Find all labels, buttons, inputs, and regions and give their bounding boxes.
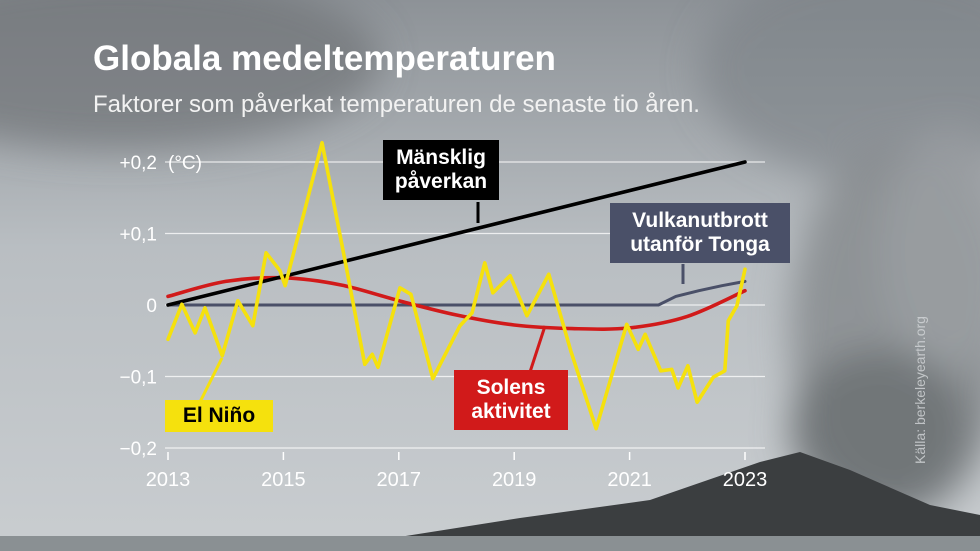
pointer	[198, 357, 224, 403]
x-tick-label: 2015	[261, 469, 306, 491]
volcano-island	[380, 452, 980, 551]
pointer	[528, 325, 547, 373]
x-tick-label: 2019	[492, 469, 537, 491]
series-line	[166, 140, 747, 431]
series-label: Mänsklig påverkan	[383, 140, 499, 200]
x-tick-label: 2017	[377, 469, 422, 491]
y-tick-label: +0,2	[119, 153, 157, 174]
series-label: Solens aktivitet	[454, 370, 568, 430]
x-tick-label: 2013	[146, 469, 191, 491]
source: Källa: berkeleyearth.org	[912, 316, 928, 464]
y-tick-label: +0,1	[119, 225, 157, 246]
series-line	[166, 160, 747, 307]
smoke	[0, 0, 980, 520]
sea	[0, 536, 980, 551]
series-label: Vulkanutbrott utanför Tonga	[610, 203, 790, 263]
chart-title: Globala medeltemperaturen	[93, 39, 556, 78]
x-tick-label: 2023	[723, 469, 768, 491]
series-line	[166, 279, 747, 307]
y-unit: (°C)	[168, 153, 202, 174]
series-label: El Niño	[165, 400, 273, 432]
grid: +0,2 +0,1 0 −0,1 −0,2 2013 2015 2017 2019 2021 202…	[119, 153, 767, 491]
x-tick-label: 2021	[607, 469, 652, 491]
chart-subtitle: Faktorer som påverkat temperaturen de se…	[93, 91, 700, 118]
series-line	[166, 275, 747, 331]
y-tick-label: −0,1	[119, 368, 157, 389]
pointers	[198, 202, 685, 403]
plot	[166, 140, 747, 431]
y-tick-label: 0	[146, 296, 157, 317]
y-tick-label: −0,2	[119, 439, 157, 460]
